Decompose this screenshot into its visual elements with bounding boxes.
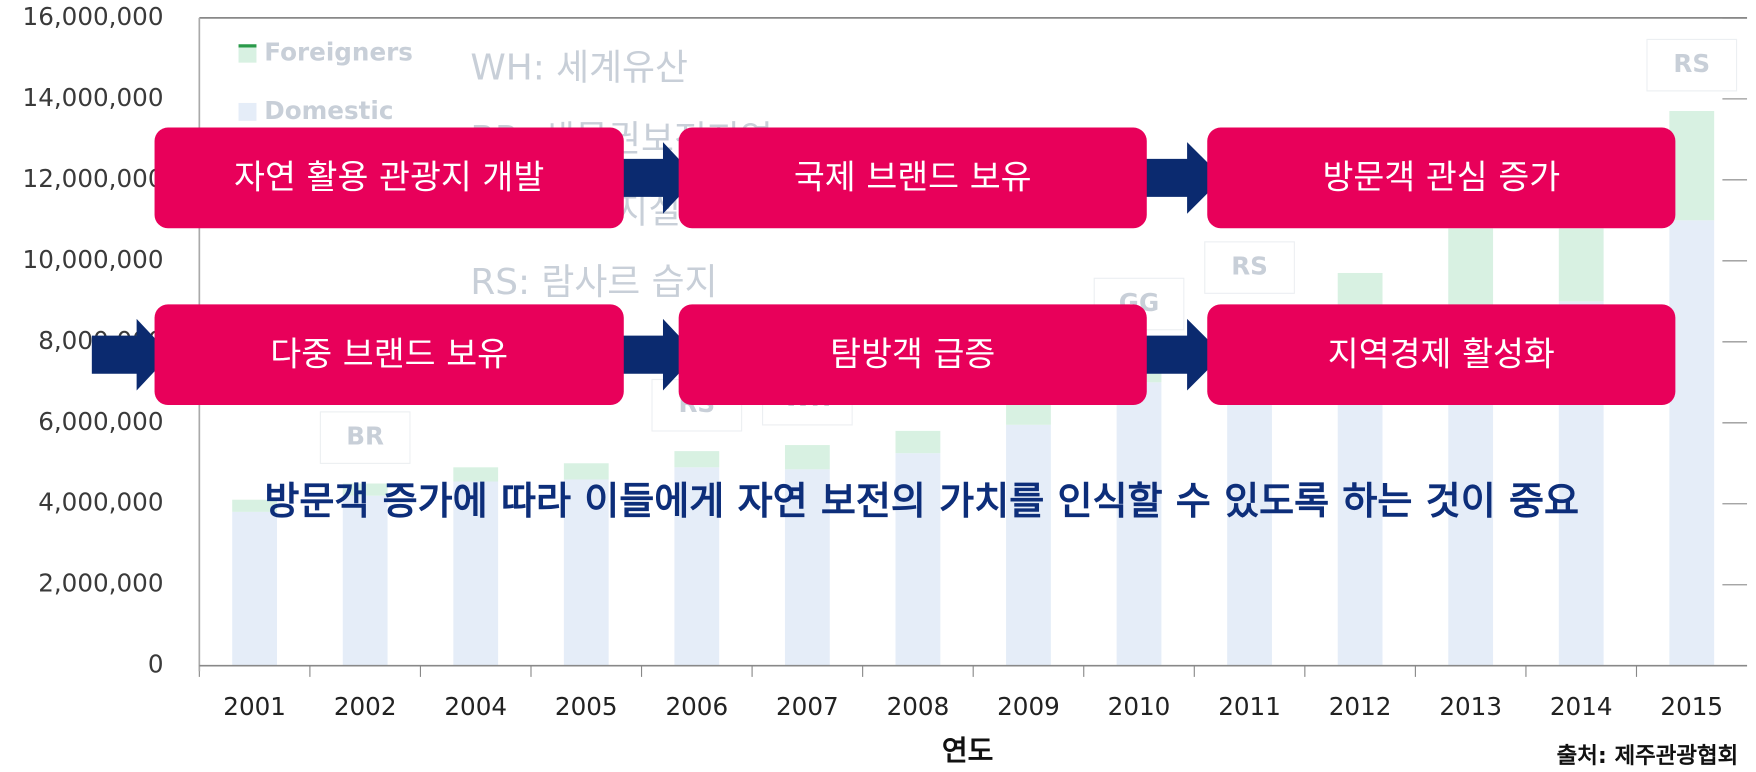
conclusion: 방문객 증가에 따라 이들에게 자연 보전의 가치를 인식할 수 있도록 하는 … [264, 479, 1579, 523]
flow-box-label: 탐방객 급증 [830, 334, 995, 373]
x-tick-label: 2007 [776, 692, 839, 721]
y-tick-label: 14,000,000 [23, 83, 164, 112]
flow-box [678, 127, 1147, 229]
x-tick-label: 2008 [887, 692, 950, 721]
annotation-box [319, 411, 411, 464]
legend-label: Domestic [264, 96, 393, 125]
source: 출처: 제주관광협회 [1557, 743, 1739, 769]
x-tick-label: 2011 [1218, 692, 1281, 721]
arrow [91, 318, 171, 391]
flow-box [1207, 304, 1676, 406]
x-tick-label: 2005 [555, 692, 618, 721]
bar [453, 481, 499, 666]
x-tick-label: 2010 [1108, 692, 1171, 721]
flow-box [1207, 127, 1676, 229]
flow-box-label: 다중 브랜드 보유 [270, 334, 508, 373]
x-tick-label: 2013 [1439, 692, 1502, 721]
bar [784, 445, 830, 470]
annotation: BR [346, 422, 384, 451]
bar [1558, 228, 1604, 302]
x-tick-label: 2006 [665, 692, 728, 721]
bar [232, 511, 278, 666]
arrow [621, 142, 697, 214]
annotation: RS [1231, 252, 1268, 281]
x-axis-title: 연도 [942, 734, 993, 767]
bar [342, 495, 388, 666]
x-tick-label: 2014 [1550, 692, 1613, 721]
x-tick-label: 2009 [997, 692, 1060, 721]
bar [232, 499, 278, 512]
abbreviation-note: RS: 람사르 습지 [470, 262, 717, 303]
bar [1669, 220, 1715, 666]
legend-label: Foreigners [264, 38, 413, 67]
annotation-box [1646, 38, 1738, 92]
x-tick-label: 2002 [334, 692, 397, 721]
bar [895, 430, 941, 454]
bar [563, 479, 609, 666]
arrow [621, 318, 697, 391]
x-tick-label: 2004 [444, 692, 507, 721]
y-tick-label: 12,000,000 [23, 164, 164, 193]
arrows [91, 142, 1223, 391]
y-tick-label: 2,000,000 [38, 569, 163, 598]
bar [1116, 382, 1162, 666]
bar [563, 463, 609, 480]
bar [895, 453, 941, 666]
bar [1006, 424, 1051, 666]
bar [784, 469, 830, 666]
x-tick-label: 2001 [223, 692, 286, 721]
flow-box [154, 304, 624, 406]
flow-box-label: 국제 브랜드 보유 [794, 158, 1032, 197]
legend-swatch [238, 102, 257, 121]
y-tick-label: 4,000,000 [38, 488, 163, 517]
abbreviation-note: WH: 세계유산 [470, 47, 688, 88]
flow-box [154, 127, 624, 229]
flow-box [678, 304, 1147, 406]
bar [1006, 404, 1051, 425]
flow-box-label: 자연 활용 관광지 개발 [234, 158, 544, 197]
bar [453, 467, 499, 482]
bar [342, 483, 388, 496]
bar [674, 467, 720, 666]
y-tick-label: 6,000,000 [38, 407, 163, 436]
annotation: RS [1673, 49, 1710, 78]
legend-swatch [238, 44, 257, 63]
x-tick-label: 2015 [1660, 692, 1723, 721]
x-tick-label: 2012 [1329, 692, 1392, 721]
arrow [1144, 318, 1223, 391]
annotation-box [1204, 241, 1295, 294]
bar [1669, 111, 1715, 221]
bar [1227, 358, 1272, 666]
y-tick-label: 0 [148, 650, 164, 679]
y-tick-label: 10,000,000 [23, 245, 164, 274]
flow-box-label: 방문객 관심 증가 [1322, 158, 1560, 197]
arrow [1144, 142, 1223, 214]
bar [674, 451, 720, 468]
flow-box-label: 지역경제 활성화 [1328, 334, 1555, 373]
y-tick-label: 16,000,000 [23, 2, 164, 31]
